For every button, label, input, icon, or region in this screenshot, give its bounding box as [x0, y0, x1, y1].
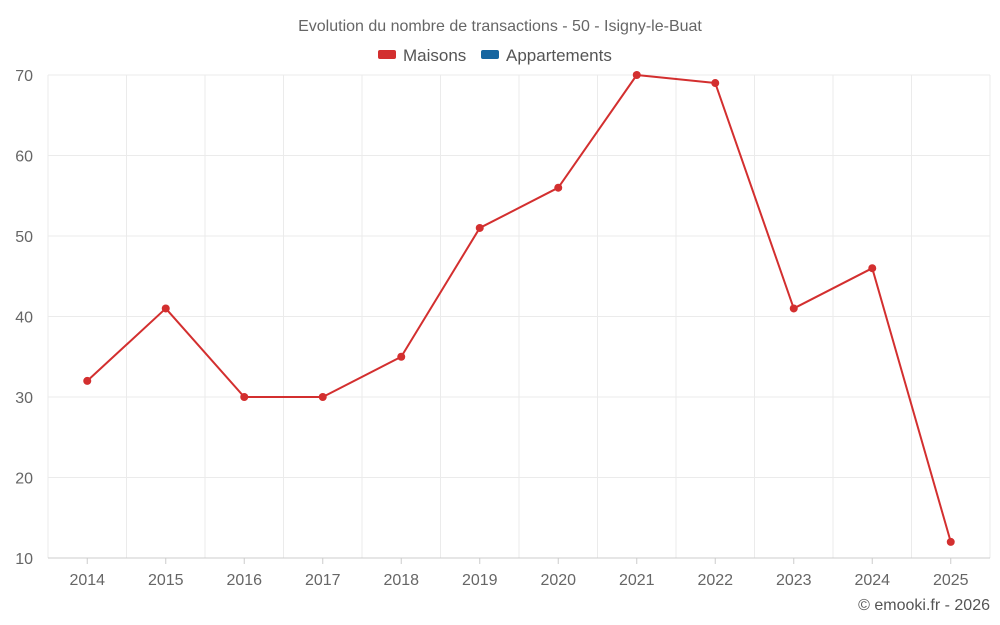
y-tick-label: 50 [15, 229, 33, 246]
data-point[interactable] [789, 304, 798, 313]
x-tick-label: 2024 [854, 572, 890, 589]
series-layer [83, 71, 955, 546]
data-point[interactable] [83, 376, 92, 385]
y-tick-label: 20 [15, 471, 33, 488]
x-tick-label: 2023 [776, 572, 812, 589]
legend: Maisons Appartements [378, 46, 612, 65]
x-tick-label: 2017 [305, 572, 341, 589]
data-point[interactable] [946, 537, 955, 546]
y-tick-label: 40 [15, 310, 33, 327]
y-tick-label: 10 [15, 551, 33, 568]
y-tick-label: 30 [15, 390, 33, 407]
data-point[interactable] [868, 264, 877, 273]
grid [47, 74, 991, 558]
data-point[interactable] [632, 71, 641, 79]
legend-swatch-appartements [481, 50, 499, 59]
x-tick-label: 2022 [697, 572, 733, 589]
axes: 10 20 30 40 50 60 70 2014 2015 2016 2017 2018 2019 20… [15, 68, 990, 589]
y-tick-label: 70 [15, 68, 33, 85]
legend-swatch-maisons [378, 50, 396, 59]
x-tick-label: 2014 [69, 572, 105, 589]
x-tick-label: 2021 [619, 572, 655, 589]
x-tick-label: 2016 [226, 572, 262, 589]
x-tick-label: 2018 [383, 572, 419, 589]
data-point[interactable] [318, 393, 327, 401]
x-tick-label: 2019 [462, 572, 498, 589]
credit-text[interactable]: © emooki.fr - 2026 [858, 597, 990, 614]
data-point[interactable] [711, 79, 720, 88]
x-tick-label: 2025 [933, 572, 969, 589]
x-tick-label: 2015 [148, 572, 184, 589]
y-tick-label: 60 [15, 149, 33, 166]
legend-item-maisons[interactable]: Maisons [378, 46, 466, 65]
data-point[interactable] [161, 304, 170, 313]
data-point[interactable] [554, 183, 563, 192]
legend-label-appartements: Appartements [506, 46, 612, 65]
x-tick-label: 2020 [540, 572, 576, 589]
data-point[interactable] [475, 223, 484, 232]
chart-title: Evolution du nombre de transactions - 50… [298, 18, 702, 35]
series-line-maisons [86, 74, 952, 543]
legend-item-appartements[interactable]: Appartements [481, 46, 612, 65]
data-point[interactable] [240, 393, 249, 401]
data-point[interactable] [397, 352, 406, 361]
legend-label-maisons: Maisons [403, 46, 466, 65]
